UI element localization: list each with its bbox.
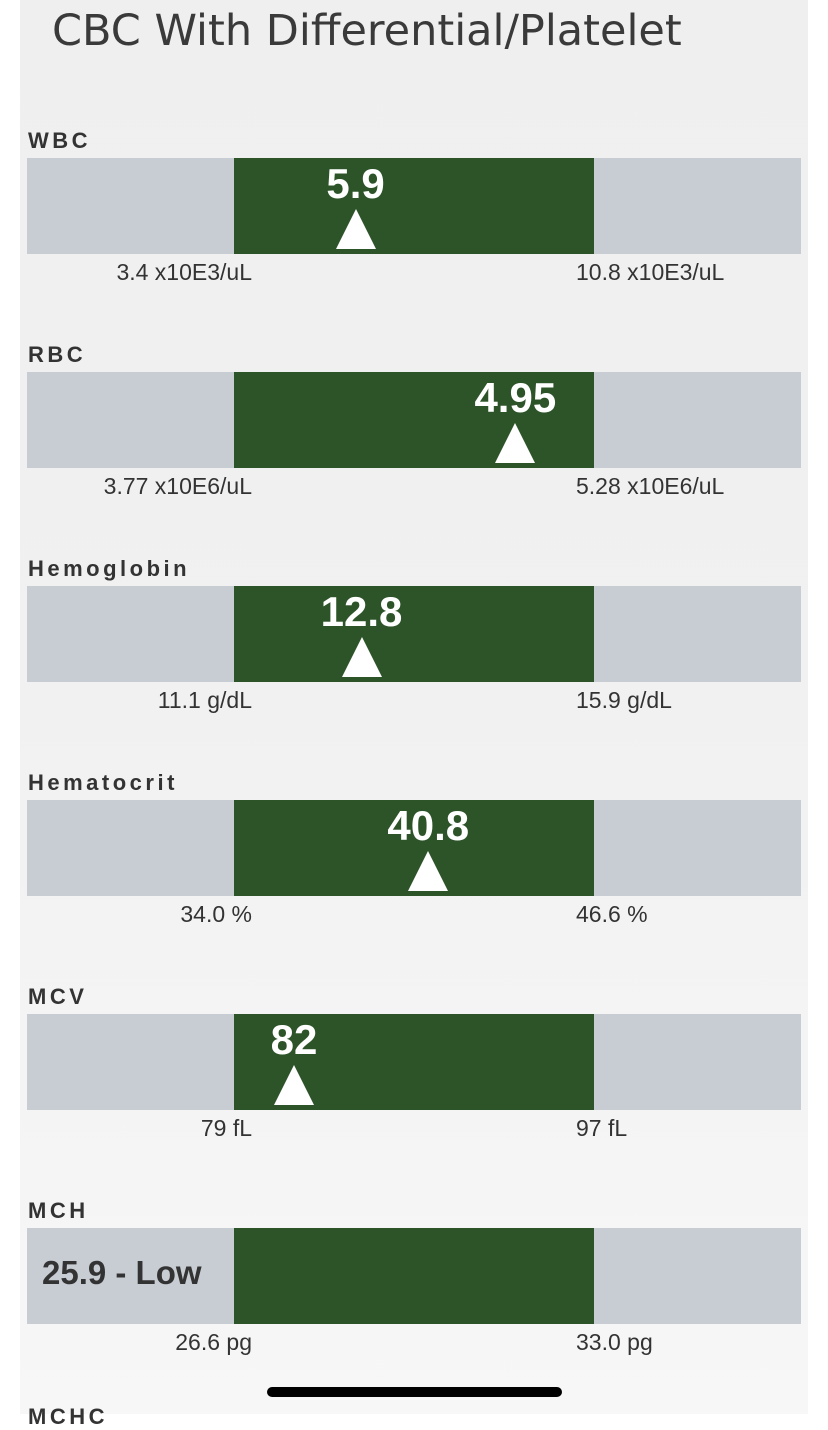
result-bar: 82 <box>27 1014 801 1110</box>
result-value: 40.8 <box>387 802 470 849</box>
low-reference: 3.4 x10E3/uL <box>116 259 252 285</box>
value-marker: 82 <box>234 1014 354 1110</box>
marker-triangle-icon <box>495 423 536 463</box>
low-reference: 26.6 pg <box>175 1329 252 1355</box>
low-reference: 34.0 % <box>180 901 252 927</box>
low-reference: 79 fL <box>200 1115 252 1141</box>
marker-triangle-icon <box>408 851 449 891</box>
result-label: WBC <box>28 128 92 153</box>
normal-range-band <box>234 586 594 682</box>
result-value: 5.9 <box>326 160 385 207</box>
value-marker: 4.95 <box>455 372 575 468</box>
high-reference: 33.0 pg <box>576 1329 653 1355</box>
result-bar: 40.8 <box>27 800 801 896</box>
normal-range-band <box>234 1228 594 1324</box>
result-label: RBC <box>28 342 87 367</box>
result-label-partial: MCHC <box>28 1404 108 1429</box>
result-label: Hematocrit <box>28 770 178 795</box>
result-hematocrit: Hematocrit 40.8 34.0 % 46.6 % <box>20 770 808 960</box>
normal-range-band <box>234 158 594 254</box>
low-reference: 11.1 g/dL <box>157 687 252 713</box>
result-bar: 4.95 <box>27 372 801 468</box>
value-marker: 40.8 <box>368 800 488 896</box>
marker-triangle-icon <box>341 637 382 677</box>
result-bar: 12.8 <box>27 586 801 682</box>
lab-results-page: CBC With Differential/Platelet WBC 5.9 3… <box>20 0 808 1429</box>
result-hemoglobin: Hemoglobin 12.8 11.1 g/dL 15.9 g/dL <box>20 556 808 746</box>
result-value: 4.95 <box>474 374 557 421</box>
page-title: CBC With Differential/Platelet <box>52 6 682 56</box>
value-marker: 5.9 <box>296 158 416 254</box>
marker-triangle-icon <box>274 1065 314 1105</box>
high-reference: 5.28 x10E6/uL <box>576 473 725 499</box>
marker-triangle-icon <box>335 209 376 249</box>
high-reference: 97 fL <box>576 1115 628 1141</box>
result-label: MCH <box>28 1198 89 1223</box>
result-bar: 5.9 <box>27 158 801 254</box>
result-bar: 25.9 - Low <box>27 1228 801 1324</box>
result-value: 12.8 <box>320 588 403 635</box>
value-marker: 12.8 <box>302 586 422 682</box>
high-reference: 46.6 % <box>576 901 648 927</box>
result-label: MCV <box>28 984 88 1009</box>
result-rbc: RBC 4.95 3.77 x10E6/uL 5.28 x10E6/uL <box>20 342 808 532</box>
low-reference: 3.77 x10E6/uL <box>103 473 252 499</box>
high-reference: 10.8 x10E3/uL <box>576 259 725 285</box>
home-indicator[interactable] <box>267 1387 562 1397</box>
result-wbc: WBC 5.9 3.4 x10E3/uL 10.8 x10E3/uL <box>20 128 808 318</box>
high-reference: 15.9 g/dL <box>576 687 672 713</box>
result-value-low: 25.9 - Low <box>42 1254 202 1291</box>
result-label: Hemoglobin <box>28 556 191 581</box>
result-value: 82 <box>270 1016 318 1063</box>
result-mch: MCH 25.9 - Low 26.6 pg 33.0 pg <box>20 1198 808 1388</box>
result-mcv: MCV 82 79 fL 97 fL <box>20 984 808 1174</box>
